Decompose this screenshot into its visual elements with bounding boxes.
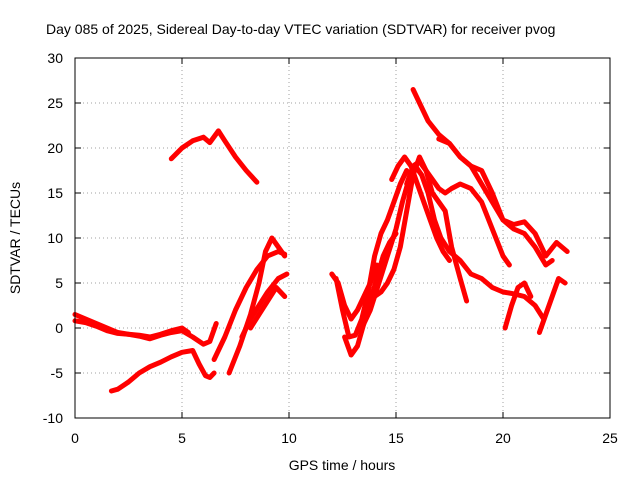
chart-title: Day 085 of 2025, Sidereal Day-to-day VTE… [46,21,555,37]
series-line-sat-f [211,249,288,362]
x-tick-label: 20 [495,430,511,446]
series-line-sat-o [404,159,512,268]
y-tick-label: 15 [47,185,63,201]
y-tick-label: 25 [47,95,63,111]
series-line-sat-g [239,271,290,340]
series-line-sat-r [502,280,534,331]
series-line-sat-c [108,348,217,394]
x-tick-label: 15 [388,430,404,446]
series-line-sat-b [72,318,219,347]
x-tick-label: 5 [178,430,186,446]
y-tick-label: 30 [47,50,63,66]
y-tick-label: 0 [55,320,63,336]
series-line-sat-p [410,87,570,259]
series-layer [72,87,570,394]
series-line-sat-e [226,235,288,376]
x-tick-label: 10 [281,430,297,446]
series-line-sat-d [168,128,260,185]
series-line-sat-q [436,136,555,268]
series-line-sat-s [536,276,568,335]
series-line-sat-l [359,163,547,331]
y-tick-label: 20 [47,140,63,156]
series-line-sat-m [372,154,470,304]
series-line-sat-h [248,285,288,331]
series-line-sat-k [342,231,399,358]
y-axis-label: SDTVAR / TECUs [7,182,23,294]
y-tick-label: -5 [51,365,64,381]
y-tick-label: 10 [47,230,63,246]
y-tick-label: 5 [55,275,63,291]
x-axis-label: GPS time / hours [289,457,396,473]
y-tick-label: -10 [43,410,63,426]
series-line-sat-n [389,154,452,263]
grid [75,58,610,418]
series-line-sat-j [333,168,410,340]
axis-ticks: 0 5 10 15 20 25 -10 -5 0 5 10 15 20 25 30 [43,50,618,446]
x-tick-label: 0 [71,430,79,446]
x-tick-label: 25 [602,430,618,446]
